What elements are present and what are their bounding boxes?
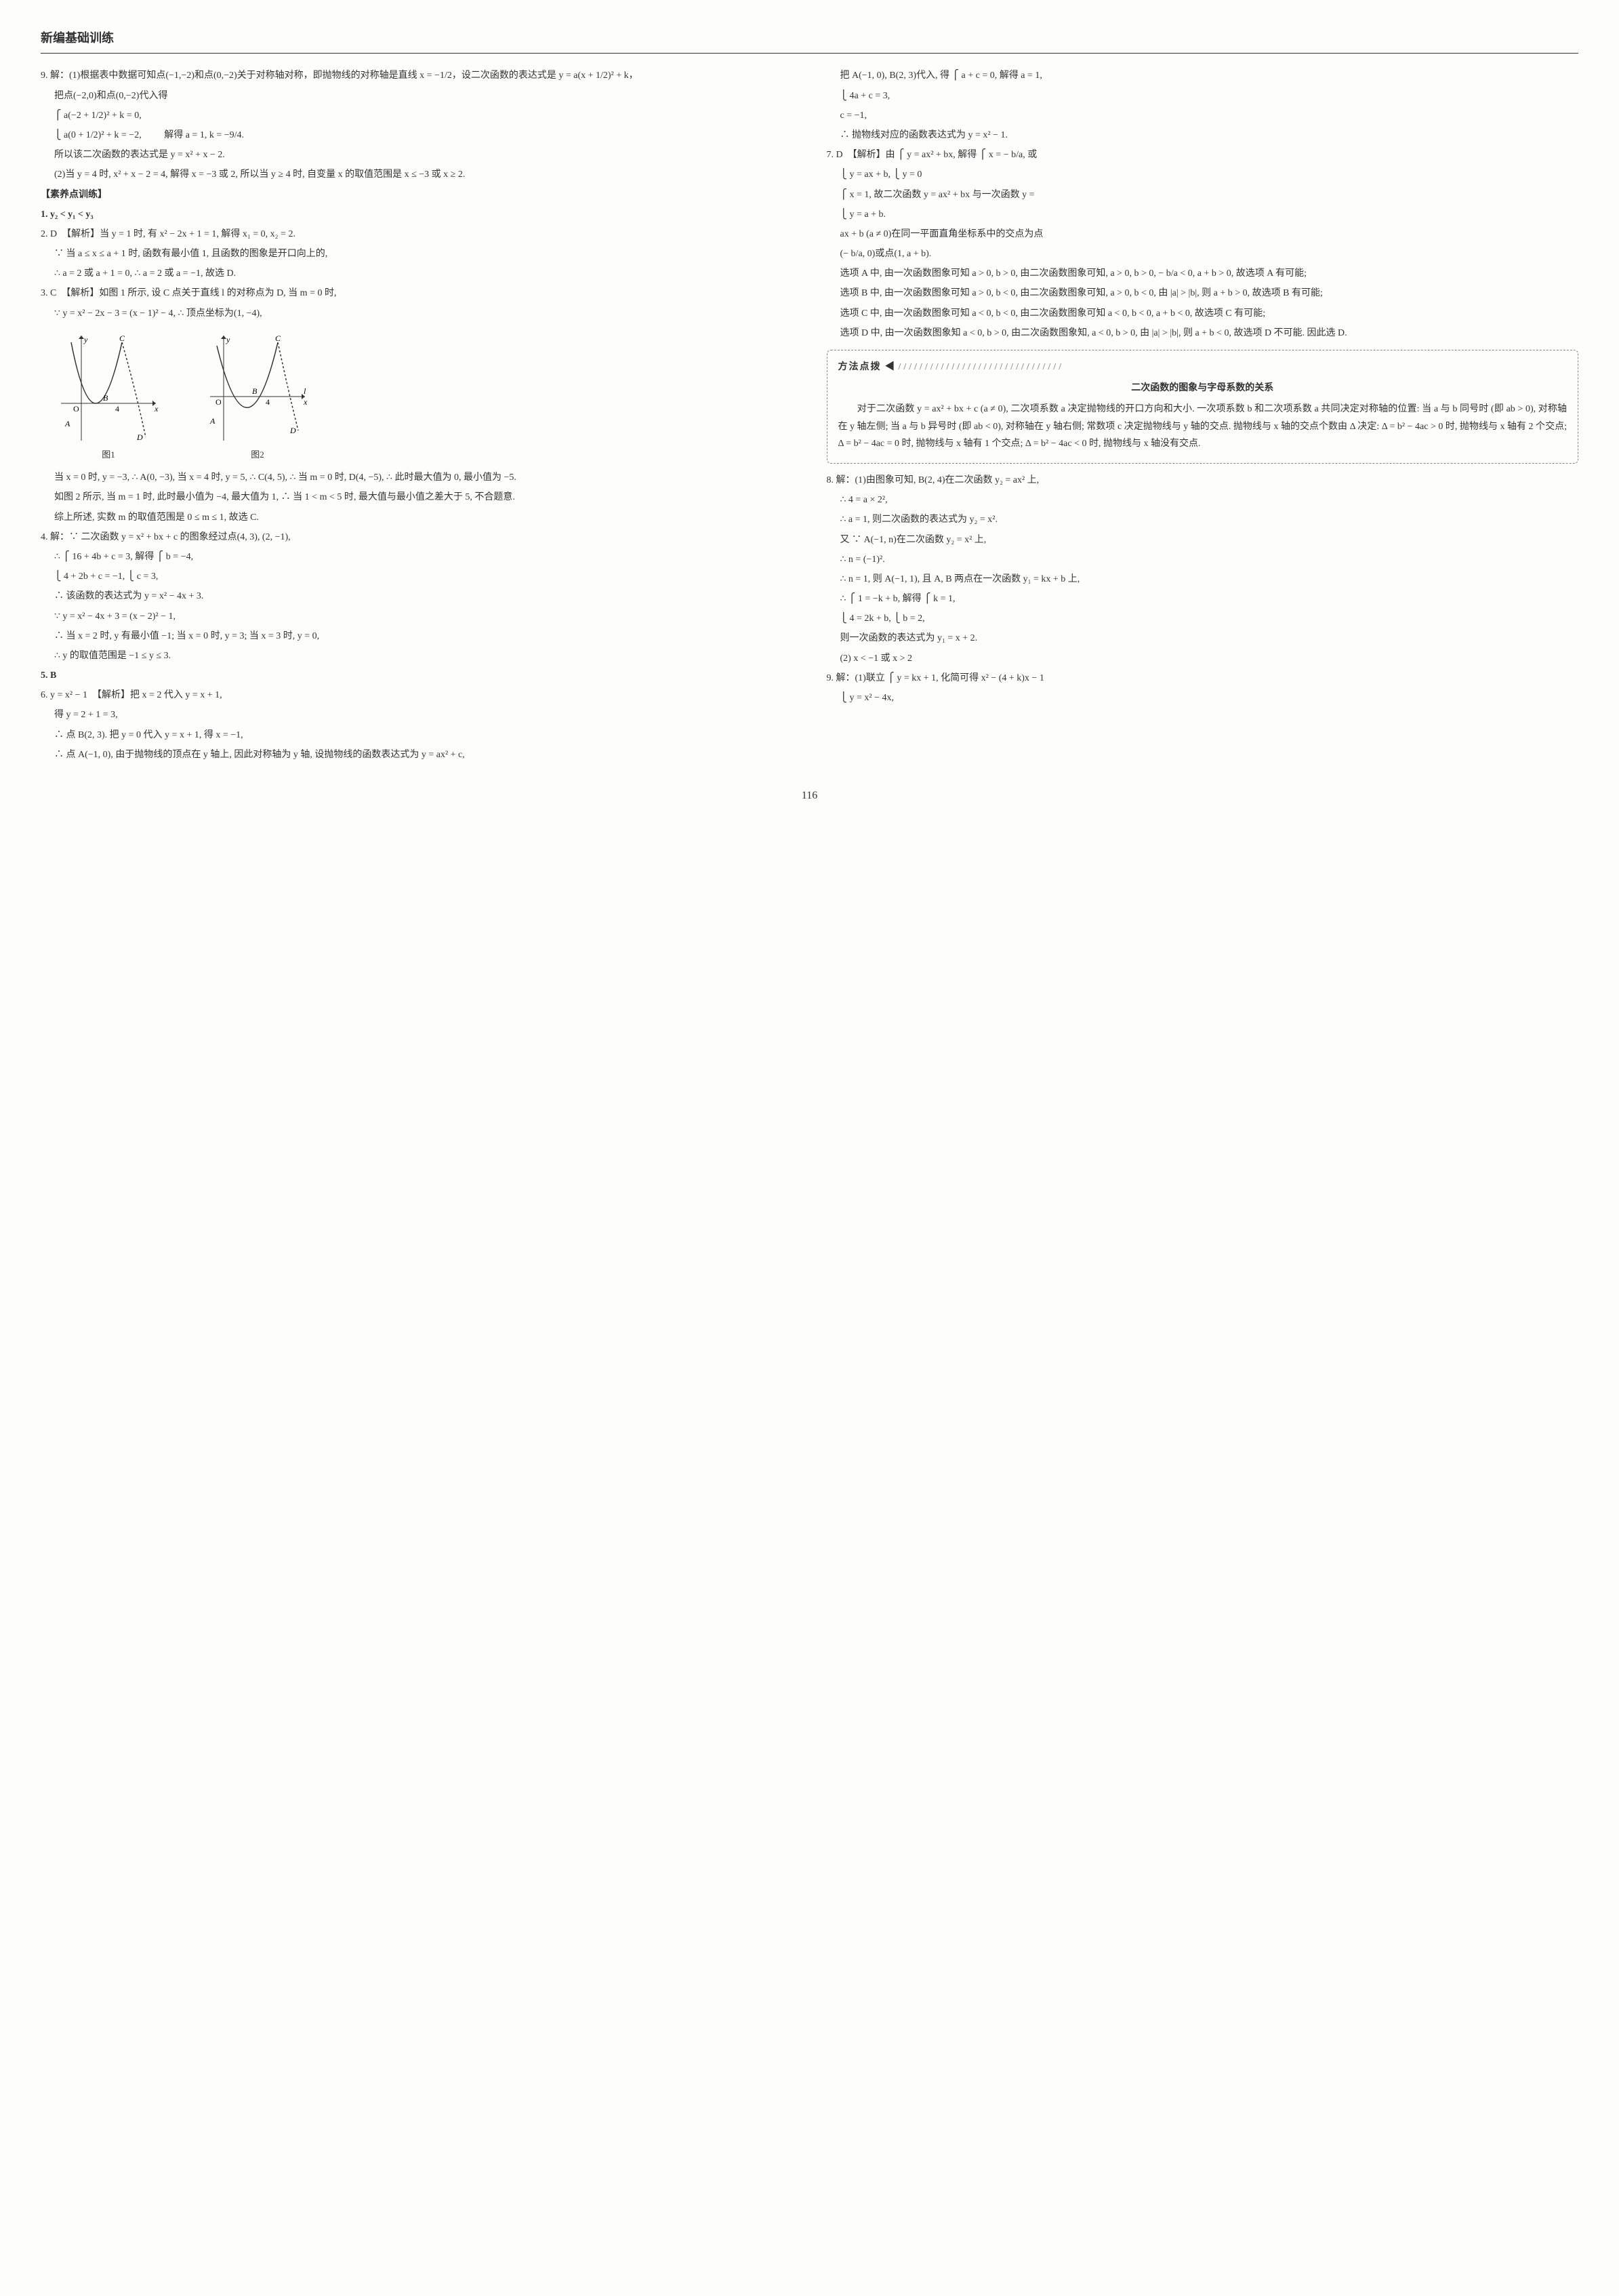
q2-line: ∵ 当 a ≤ x ≤ a + 1 时, 函数有最小值 1, 且函数的图象是开口… xyxy=(41,245,793,262)
q7-line: ⎩ y = a + b. xyxy=(827,206,1579,223)
q9-line: 把点(−2,0)和点(0,−2)代入得 xyxy=(41,87,793,104)
q7-line: ⎩ y = ax + b, ⎩ y = 0 xyxy=(827,166,1579,183)
q8-line: 8. 解：(1)由图象可知, B(2, 4)在二次函数 y₂ = ax² 上, xyxy=(827,472,1579,489)
q9r-line: 9. 解：(1)联立 ⎧ y = kx + 1, 化简可得 x² − (4 + … xyxy=(827,670,1579,687)
q8-line: ∴ a = 1, 则二次函数的表达式为 y₂ = x². xyxy=(827,511,1579,528)
svg-text:D: D xyxy=(136,432,143,442)
q7-line: 选项 D 中, 由一次函数图象知 a < 0, b > 0, 由二次函数图象知,… xyxy=(827,325,1579,342)
q7-line: 选项 B 中, 由一次函数图象可知 a > 0, b < 0, 由二次函数图象可… xyxy=(827,285,1579,302)
svg-text:B: B xyxy=(252,386,258,396)
q2-line: ∴ a = 2 或 a + 1 = 0, ∴ a = 2 或 a = −1, 故… xyxy=(41,265,793,282)
right-column: 把 A(−1, 0), B(2, 3)代入, 得 ⎧ a + c = 0, 解得… xyxy=(827,67,1579,766)
cont-line: 把 A(−1, 0), B(2, 3)代入, 得 ⎧ a + c = 0, 解得… xyxy=(827,67,1579,84)
q2-line: 2. D 【解析】当 y = 1 时, 有 x² − 2x + 1 = 1, 解… xyxy=(41,226,793,243)
figure-label: 图1 xyxy=(54,447,163,462)
q5: 5. B xyxy=(41,667,793,684)
content-columns: 9. 解：(1)根据表中数据可知点(−1,−2)和点(0,−2)关于对称轴对称，… xyxy=(41,67,1578,766)
figure-row: y x O C B 4 A D 图1 xyxy=(54,329,793,462)
q9-line: ⎩ a(0 + 1/2)² + k = −2, 解得 a = 1, k = −9… xyxy=(41,127,793,144)
q1: 1. y₂ < y₁ < y₃ xyxy=(41,206,793,223)
cont-line: ⎩ 4a + c = 3, xyxy=(827,87,1579,104)
q6-line: ∴ 点 B(2, 3). 把 y = 0 代入 y = x + 1, 得 x =… xyxy=(41,727,793,744)
method-tip-box: 方法点拨 ◀ /////////////////////////////// 二… xyxy=(827,350,1579,464)
svg-text:A: A xyxy=(64,419,70,428)
q9-line: (2)当 y = 4 时, x² + x − 2 = 4, 解得 x = −3 … xyxy=(41,166,793,183)
q4-line: ∴ 该函数的表达式为 y = x² − 4x + 3. xyxy=(41,588,793,605)
q7-line: 选项 A 中, 由一次函数图象可知 a > 0, b > 0, 由二次函数图象可… xyxy=(827,265,1579,282)
hash-decoration: /////////////////////////////// xyxy=(899,362,1065,372)
q7-line: ax + b (a ≠ 0)在同一平面直角坐标系中的交点为点 xyxy=(827,226,1579,243)
q4-line: ∴ ⎧ 16 + 4b + c = 3, 解得 ⎧ b = −4, xyxy=(41,548,793,565)
tip-title: 二次函数的图象与字母系数的关系 xyxy=(838,380,1567,397)
q7-line: 选项 C 中, 由一次函数图象可知 a < 0, b < 0, 由二次函数图象可… xyxy=(827,305,1579,322)
parabola-graph-icon: y l x O C B 4 A D xyxy=(203,329,312,444)
section-heading: 【素养点训练】 xyxy=(41,186,793,203)
q6-line: 6. y = x² − 1 【解析】把 x = 2 代入 y = x + 1, xyxy=(41,687,793,704)
q4-line: ∴ 当 x = 2 时, y 有最小值 −1; 当 x = 0 时, y = 3… xyxy=(41,628,793,645)
svg-text:x: x xyxy=(154,404,159,414)
q3-line: 如图 2 所示, 当 m = 1 时, 此时最小值为 −4, 最大值为 1, ∴… xyxy=(41,489,793,506)
eq-text: 解得 a = 1, k = −9/4. xyxy=(164,130,244,140)
q8-line: 又 ∵ A(−1, n)在二次函数 y₂ = x² 上, xyxy=(827,531,1579,548)
svg-text:y: y xyxy=(226,335,230,344)
q4-line: 4. 解：∵ 二次函数 y = x² + bx + c 的图象经过点(4, 3)… xyxy=(41,529,793,546)
tip-header: 方法点拨 ◀ xyxy=(838,362,897,372)
svg-text:l: l xyxy=(304,386,306,396)
cont-line: c = −1, xyxy=(827,107,1579,124)
q8-line: ∴ n = (−1)². xyxy=(827,551,1579,568)
q9-line: 9. 解：(1)根据表中数据可知点(−1,−2)和点(0,−2)关于对称轴对称，… xyxy=(41,67,793,84)
figure-label: 图2 xyxy=(203,447,312,462)
svg-text:B: B xyxy=(103,393,108,403)
cont-line: ∴ 抛物线对应的函数表达式为 y = x² − 1. xyxy=(827,127,1579,144)
svg-text:O: O xyxy=(73,404,79,414)
figure-2: y l x O C B 4 A D 图2 xyxy=(203,329,312,462)
tip-header-row: 方法点拨 ◀ /////////////////////////////// xyxy=(838,359,1567,376)
q9r-line: ⎩ y = x² − 4x, xyxy=(827,689,1579,706)
svg-text:x: x xyxy=(303,397,308,407)
q4-line: ⎩ 4 + 2b + c = −1, ⎩ c = 3, xyxy=(41,568,793,585)
q8-line: 则一次函数的表达式为 y₁ = x + 2. xyxy=(827,630,1579,647)
parabola-graph-icon: y x O C B 4 A D xyxy=(54,329,163,444)
svg-text:D: D xyxy=(289,426,296,435)
q3-line: 当 x = 0 时, y = −3, ∴ A(0, −3), 当 x = 4 时… xyxy=(41,469,793,486)
q6-line: 得 y = 2 + 1 = 3, xyxy=(41,706,793,723)
svg-text:4: 4 xyxy=(115,404,119,414)
svg-text:y: y xyxy=(83,335,88,344)
q8-line: ∴ ⎧ 1 = −k + b, 解得 ⎧ k = 1, xyxy=(827,590,1579,607)
q9-line: 所以该二次函数的表达式是 y = x² + x − 2. xyxy=(41,146,793,163)
q3-line: 综上所述, 实数 m 的取值范围是 0 ≤ m ≤ 1, 故选 C. xyxy=(41,509,793,526)
svg-text:4: 4 xyxy=(266,397,270,407)
q7-line: 7. D 【解析】由 ⎧ y = ax² + bx, 解得 ⎧ x = − b/… xyxy=(827,146,1579,163)
q6-line: ∴ 点 A(−1, 0), 由于抛物线的顶点在 y 轴上, 因此对称轴为 y 轴… xyxy=(41,746,793,763)
left-column: 9. 解：(1)根据表中数据可知点(−1,−2)和点(0,−2)关于对称轴对称，… xyxy=(41,67,793,766)
q3-line: 3. C 【解析】如图 1 所示, 设 C 点关于直线 l 的对称点为 D, 当… xyxy=(41,285,793,302)
q3-line: ∵ y = x² − 2x − 3 = (x − 1)² − 4, ∴ 顶点坐标… xyxy=(41,305,793,322)
book-title: 新编基础训练 xyxy=(41,27,1578,54)
q8-line: ∴ n = 1, 则 A(−1, 1), 且 A, B 两点在一次函数 y₁ =… xyxy=(827,571,1579,588)
figure-1: y x O C B 4 A D 图1 xyxy=(54,329,163,462)
q8-line: ∴ 4 = a × 2², xyxy=(827,491,1579,508)
q4-line: ∵ y = x² − 4x + 3 = (x − 2)² − 1, xyxy=(41,608,793,625)
svg-text:C: C xyxy=(119,334,125,343)
page-number: 116 xyxy=(41,786,1578,806)
q8-line: (2) x < −1 或 x > 2 xyxy=(827,650,1579,667)
q7-line: (− b/a, 0)或点(1, a + b). xyxy=(827,245,1579,262)
svg-text:C: C xyxy=(275,334,281,343)
q7-line: ⎧ x = 1, 故二次函数 y = ax² + bx 与一次函数 y = xyxy=(827,186,1579,203)
eq-text: ⎩ a(0 + 1/2)² + k = −2, xyxy=(54,130,142,140)
tip-body: 对于二次函数 y = ax² + bx + c (a ≠ 0), 二次项系数 a… xyxy=(838,401,1567,452)
svg-text:O: O xyxy=(216,397,222,407)
q9-line: ⎧ a(−2 + 1/2)² + k = 0, xyxy=(41,107,793,124)
q4-line: ∴ y 的取值范围是 −1 ≤ y ≤ 3. xyxy=(41,647,793,664)
q8-line: ⎩ 4 = 2k + b, ⎩ b = 2, xyxy=(827,610,1579,627)
svg-text:A: A xyxy=(209,416,216,426)
